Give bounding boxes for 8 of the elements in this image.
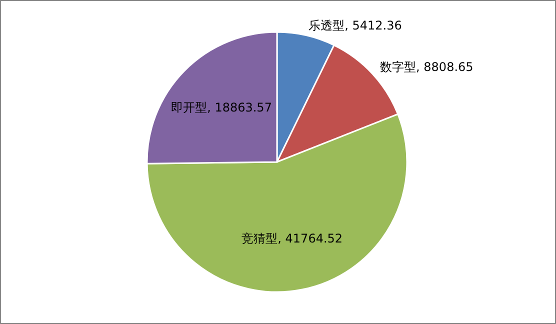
slice-label: 竞猜型 — [242, 232, 278, 246]
data-label: , 8808.65 — [416, 60, 474, 74]
data-label: , 18863.57 — [207, 100, 272, 114]
slice-label: 即开型 — [171, 100, 208, 114]
slice-label: 乐透型 — [308, 18, 345, 32]
data-label: , 41764.52 — [278, 232, 343, 246]
slice-label: 数字型 — [380, 60, 416, 74]
data-label: , 5412.36 — [344, 18, 402, 32]
